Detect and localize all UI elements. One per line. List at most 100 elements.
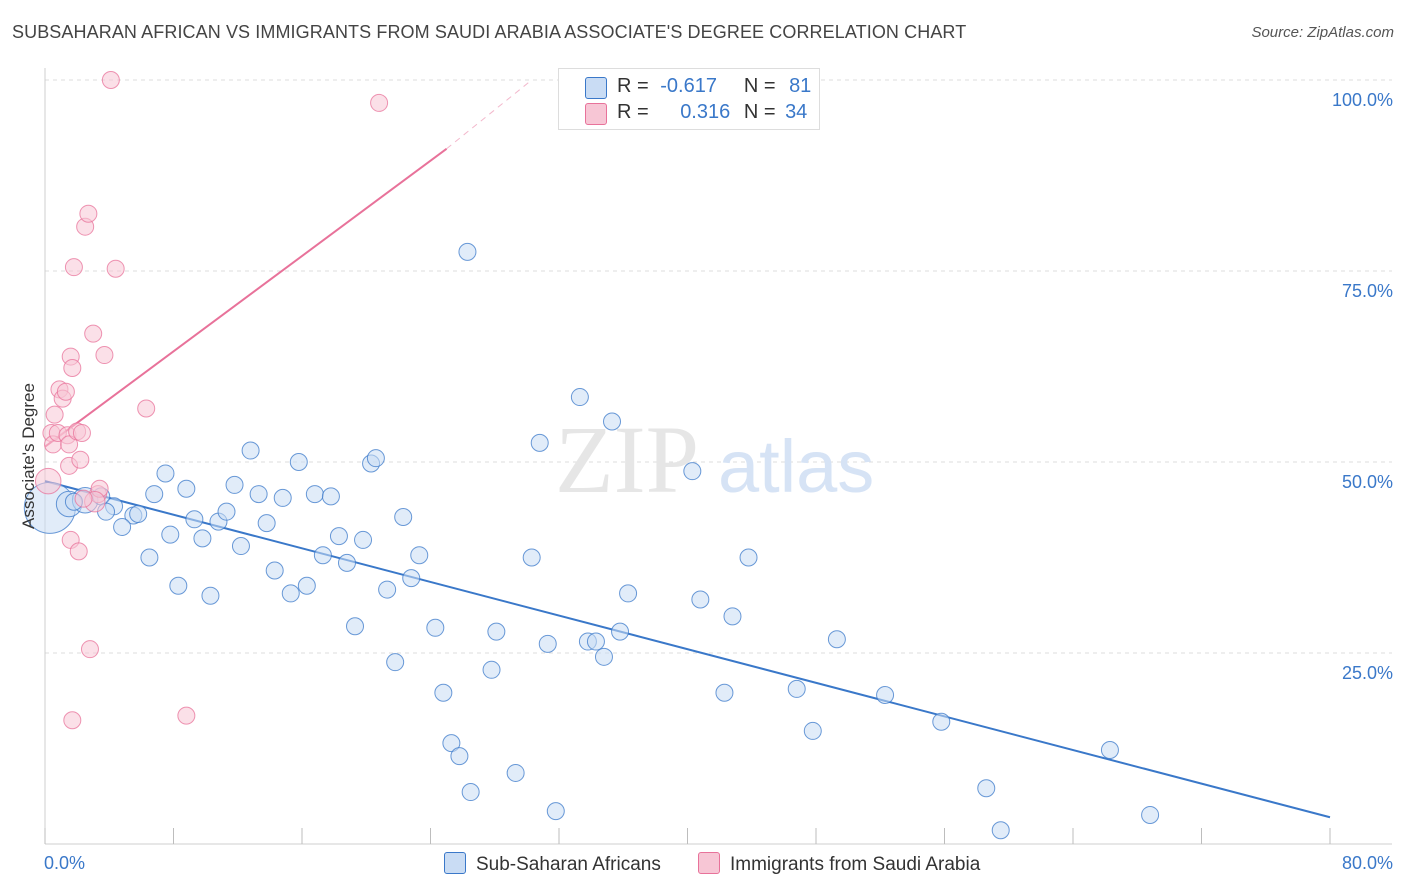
data-point-subsaharan xyxy=(1100,741,1119,760)
data-point-subsaharan xyxy=(603,412,622,431)
data-point-subsaharan xyxy=(787,679,806,698)
data-point-subsaharan xyxy=(346,617,365,636)
data-point-saudi xyxy=(80,640,99,659)
data-point-subsaharan xyxy=(402,569,421,588)
data-point-subsaharan xyxy=(305,485,324,504)
legend-n-value: 81 xyxy=(789,75,812,97)
data-point-subsaharan xyxy=(426,618,445,637)
data-point-subsaharan xyxy=(225,475,244,494)
data-point-subsaharan xyxy=(570,388,589,407)
trend-line-saudi xyxy=(44,147,448,448)
data-point-saudi xyxy=(137,399,156,418)
data-point-saudi xyxy=(63,359,82,378)
legend-row-blue: R = -0.617 N = 81 xyxy=(617,75,811,98)
watermark-zip: ZIP xyxy=(555,406,699,513)
data-point-subsaharan xyxy=(241,441,260,460)
legend-r-label: R = xyxy=(617,101,649,123)
data-point-saudi xyxy=(63,711,82,730)
legend-n-label: N = xyxy=(743,75,776,97)
y-tick-label: 50.0% xyxy=(1342,472,1393,492)
legend-r-value: 0.316 xyxy=(680,101,731,123)
data-point-saudi xyxy=(60,435,79,454)
data-point-subsaharan xyxy=(217,502,236,521)
chart-title: SUBSAHARAN AFRICAN VS IMMIGRANTS FROM SA… xyxy=(12,22,967,42)
data-point-saudi xyxy=(79,204,98,223)
data-point-subsaharan xyxy=(337,553,356,572)
data-point-subsaharan xyxy=(487,622,506,641)
bottom-legend-blue: Sub-Saharan Africans xyxy=(444,852,661,876)
data-point-subsaharan xyxy=(129,504,148,523)
data-point-subsaharan xyxy=(876,686,895,705)
data-point-subsaharan xyxy=(991,821,1010,840)
data-point-saudi xyxy=(72,423,91,442)
legend-r-value: -0.617 xyxy=(660,75,717,97)
data-point-saudi xyxy=(95,346,114,365)
data-point-subsaharan xyxy=(683,462,702,481)
y-tick-label: 75.0% xyxy=(1342,281,1393,301)
data-point-saudi xyxy=(370,93,389,112)
data-point-subsaharan xyxy=(546,802,565,821)
data-point-subsaharan xyxy=(249,485,268,504)
data-point-subsaharan xyxy=(257,514,276,533)
data-point-subsaharan xyxy=(161,525,180,544)
data-point-saudi xyxy=(106,259,125,278)
data-point-subsaharan xyxy=(273,488,292,507)
data-point-subsaharan xyxy=(193,529,212,548)
data-point-subsaharan xyxy=(450,747,469,766)
data-point-subsaharan xyxy=(394,508,413,527)
legend-r-label: R = xyxy=(617,75,649,97)
data-point-subsaharan xyxy=(156,464,175,483)
data-point-subsaharan xyxy=(594,647,613,666)
data-point-subsaharan xyxy=(977,779,996,798)
data-point-subsaharan xyxy=(530,433,549,452)
data-point-subsaharan xyxy=(691,590,710,609)
data-point-subsaharan xyxy=(321,487,340,506)
axes xyxy=(44,68,1392,845)
trend-lines xyxy=(44,79,1331,819)
legend-n-value: 34 xyxy=(785,101,808,123)
data-point-subsaharan xyxy=(185,510,204,529)
data-point-subsaharan xyxy=(145,485,164,504)
trend-line-saudi-extension xyxy=(446,79,533,150)
data-point-subsaharan xyxy=(354,530,373,549)
data-point-subsaharan xyxy=(482,660,501,679)
trend-line-subsaharan xyxy=(44,480,1331,819)
data-point-subsaharan xyxy=(827,630,846,649)
legend-swatch-pink xyxy=(585,103,607,125)
data-point-subsaharan xyxy=(434,683,453,702)
data-point-saudi xyxy=(56,382,75,401)
y-tick-label: 25.0% xyxy=(1342,663,1393,683)
data-point-subsaharan xyxy=(410,546,429,565)
data-point-subsaharan xyxy=(506,763,525,782)
data-point-subsaharan xyxy=(611,622,630,641)
data-point-subsaharan xyxy=(723,607,742,626)
data-point-saudi xyxy=(74,489,93,508)
data-point-subsaharan xyxy=(522,548,541,567)
data-point-subsaharan xyxy=(1141,805,1160,824)
data-points xyxy=(23,71,1160,840)
data-point-subsaharan xyxy=(201,586,220,605)
data-point-subsaharan xyxy=(619,584,638,603)
data-point-saudi xyxy=(71,450,90,469)
y-tick-labels: 25.0% 50.0% 75.0% 100.0% xyxy=(1332,90,1393,683)
legend-n-label: N = xyxy=(743,101,776,123)
bottom-legend-swatch-blue xyxy=(444,852,466,874)
y-tick-label: 100.0% xyxy=(1332,90,1393,110)
data-point-subsaharan xyxy=(366,449,385,468)
bottom-legend-swatch-pink xyxy=(698,852,720,874)
data-point-subsaharan xyxy=(378,580,397,599)
data-point-subsaharan xyxy=(281,584,300,603)
bottom-legend-pink: Immigrants from Saudi Arabia xyxy=(698,852,980,876)
data-point-saudi xyxy=(177,706,196,725)
data-point-saudi xyxy=(101,71,120,89)
data-point-subsaharan xyxy=(386,653,405,672)
data-point-subsaharan xyxy=(297,576,316,595)
data-point-subsaharan xyxy=(140,548,159,567)
data-point-subsaharan xyxy=(177,479,196,498)
data-point-subsaharan xyxy=(113,517,132,536)
legend-swatch-blue xyxy=(585,77,607,99)
data-point-subsaharan xyxy=(265,561,284,580)
data-point-subsaharan xyxy=(586,632,605,651)
data-point-subsaharan xyxy=(461,783,480,802)
data-point-saudi xyxy=(45,405,64,424)
